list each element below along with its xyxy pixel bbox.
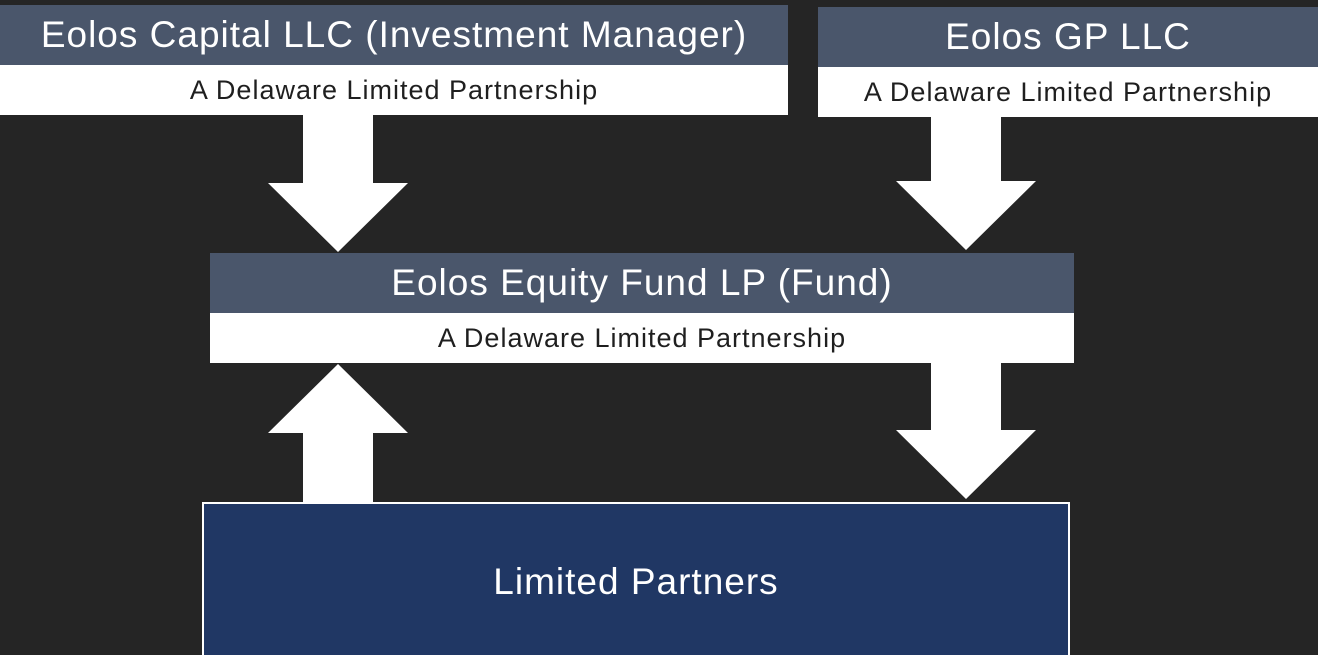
arrow-down-icon: [896, 114, 1036, 250]
general-partner-subtitle: A Delaware Limited Partnership: [818, 67, 1318, 117]
investment-manager-box: Eolos Capital LLC (Investment Manager) A…: [0, 5, 788, 115]
arrow-up-icon: [268, 364, 408, 503]
investment-manager-subtitle: A Delaware Limited Partnership: [0, 65, 788, 115]
general-partner-box: Eolos GP LLC A Delaware Limited Partners…: [818, 7, 1318, 117]
general-partner-title: Eolos GP LLC: [818, 7, 1318, 67]
arrow-down-icon: [896, 363, 1036, 499]
fund-box: Eolos Equity Fund LP (Fund) A Delaware L…: [210, 253, 1074, 363]
fund-subtitle: A Delaware Limited Partnership: [210, 313, 1074, 363]
fund-title: Eolos Equity Fund LP (Fund): [210, 253, 1074, 313]
arrow-down-icon: [268, 114, 408, 252]
investment-manager-title: Eolos Capital LLC (Investment Manager): [0, 5, 788, 65]
limited-partners-title: Limited Partners: [493, 561, 779, 602]
limited-partners-box: Limited Partners: [202, 502, 1070, 655]
